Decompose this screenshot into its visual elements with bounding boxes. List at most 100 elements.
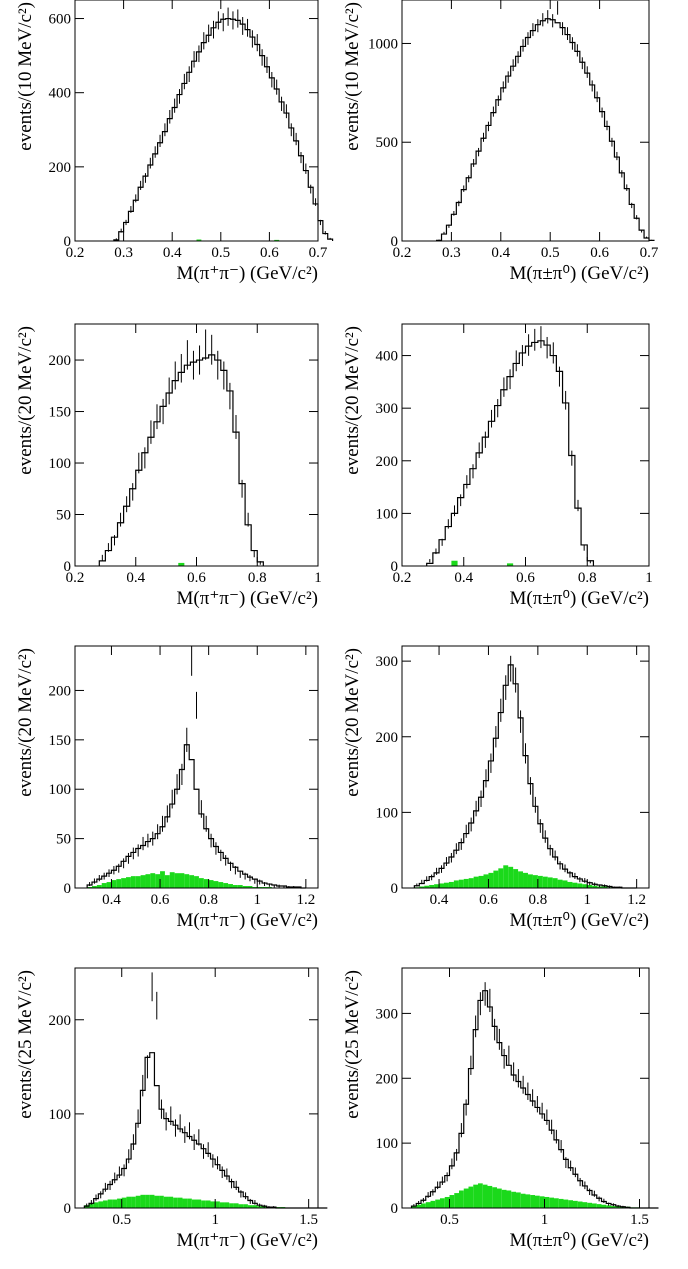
background-bar — [547, 877, 553, 888]
background-bar — [454, 1193, 459, 1208]
x-axis-title: M(π±π⁰) (GeV/c²) — [510, 910, 649, 931]
y-tick-label: 0 — [64, 881, 72, 897]
x-tick-label: 0.2 — [393, 570, 412, 586]
x-axis-title: M(π⁺π⁻) (GeV/c²) — [177, 1230, 318, 1251]
x-tick-label: 1 — [314, 570, 322, 586]
y-tick-label: 100 — [376, 1136, 399, 1152]
background-bar — [453, 880, 459, 888]
background-bar — [213, 881, 219, 888]
x-axis-title: M(π±π⁰) (GeV/c²) — [510, 263, 649, 284]
background-bar — [205, 1200, 211, 1208]
background-bar — [252, 1205, 258, 1208]
y-tick-label: 500 — [376, 135, 399, 151]
background-bar — [567, 881, 573, 888]
chart-panel-1: 0.2 0.3 0.4 0.5 0.6 0.7 0 200 400 600 M(π⁺π⁻) (GeV… — [15, 0, 334, 284]
background-bar — [435, 1199, 440, 1208]
background-bar — [478, 875, 484, 888]
background-bar — [562, 880, 568, 888]
background-bar — [539, 1196, 545, 1208]
y-axis-title: events/(20 MeV/c²) — [342, 326, 363, 475]
background-bar — [126, 1196, 132, 1208]
x-tick-label: 0.4 — [163, 245, 182, 261]
background-bar — [506, 563, 514, 566]
background-bar — [210, 1201, 216, 1208]
y-axis-title: events/(10 MeV/c²) — [15, 2, 36, 151]
background-bar — [482, 1184, 488, 1208]
background-bar — [458, 879, 464, 888]
background-bar — [419, 886, 425, 888]
background-bar — [233, 1203, 239, 1208]
x-tick-label: 0.4 — [102, 892, 121, 908]
background-bar — [173, 1197, 178, 1208]
y-tick-label: 100 — [376, 506, 399, 522]
background-bar — [130, 876, 136, 888]
y-tick-label: 100 — [49, 782, 72, 798]
x-tick-label: 1.2 — [627, 892, 646, 908]
plot-frame — [401, 0, 650, 242]
background-bar — [421, 1203, 426, 1208]
plot-frame — [74, 967, 319, 1209]
background-bar — [131, 1196, 136, 1208]
background-bar — [542, 876, 548, 888]
background-bar — [168, 1196, 174, 1208]
chart-panel-4: 0.2 0.4 0.6 0.8 1 0 100 200 300 400 M(π±π⁰) (GeV/c… — [342, 323, 653, 609]
y-axis-title: events/(25 MeV/c²) — [15, 970, 36, 1119]
y-tick-label: 0 — [391, 881, 399, 897]
x-tick-label: 0.7 — [640, 245, 659, 261]
x-tick-label: 0.6 — [151, 892, 170, 908]
mc-histogram-line — [410, 990, 659, 1209]
y-tick-label: 300 — [376, 654, 399, 670]
background-bar — [448, 881, 454, 888]
x-axis-title: M(π⁺π⁻) (GeV/c²) — [177, 588, 318, 609]
background-bar — [411, 1206, 417, 1208]
y-tick-label: 200 — [49, 353, 72, 369]
y-tick-label: 0 — [391, 234, 399, 250]
background-bar — [573, 1200, 578, 1208]
y-tick-label: 1000 — [368, 36, 398, 52]
background-bar — [93, 1202, 99, 1208]
x-tick-label: 1 — [541, 1212, 549, 1228]
y-tick-label: 0 — [391, 1201, 399, 1217]
x-tick-label: 0.6 — [590, 245, 609, 261]
chart-panel-5: 0.4 0.6 0.8 1 1.2 0 50 100 150 200 M(π⁺π⁻) (GeV/c²… — [15, 645, 319, 931]
background-bar — [563, 1199, 569, 1208]
y-tick-label: 300 — [376, 401, 399, 417]
background-bar — [487, 1185, 493, 1208]
background-bar — [106, 882, 112, 888]
x-tick-label: 0.6 — [187, 570, 206, 586]
mc-histogram-line — [83, 1052, 328, 1209]
background-bar — [135, 1195, 141, 1208]
background-bar — [449, 1195, 455, 1208]
background-bar — [468, 878, 474, 888]
x-axis-title: M(π±π⁰) (GeV/c²) — [510, 588, 649, 609]
x-tick-label: 0.3 — [114, 245, 133, 261]
y-tick-label: 400 — [376, 349, 399, 365]
y-tick-label: 200 — [49, 683, 72, 699]
background-bar — [223, 883, 229, 888]
background-bar — [577, 1201, 583, 1208]
background-bar — [473, 1184, 478, 1208]
y-tick-label: 50 — [56, 508, 71, 524]
background-bar — [554, 1198, 559, 1208]
x-tick-label: 0.2 — [393, 245, 412, 261]
x-tick-label: 0.5 — [440, 1212, 459, 1228]
background-bar — [577, 883, 583, 888]
y-axis-title: events/(10 MeV/c²) — [342, 2, 363, 151]
background-bar — [439, 883, 444, 888]
background-bar — [203, 879, 209, 888]
background-bar — [518, 871, 524, 888]
background-bar — [178, 562, 185, 566]
background-bar — [135, 876, 141, 888]
x-axis-title: M(π⁺π⁻) (GeV/c²) — [177, 910, 318, 931]
background-bar — [92, 886, 97, 888]
x-tick-label: 0.8 — [528, 892, 547, 908]
x-tick-label: 0.8 — [248, 570, 267, 586]
background-bar — [189, 875, 195, 888]
background-bar — [520, 1193, 526, 1208]
background-bar — [150, 873, 156, 888]
background-bar — [174, 873, 180, 888]
background-bar — [498, 868, 504, 888]
background-bar — [179, 873, 185, 888]
background-bar — [149, 1194, 155, 1208]
plot-frame — [74, 645, 319, 889]
